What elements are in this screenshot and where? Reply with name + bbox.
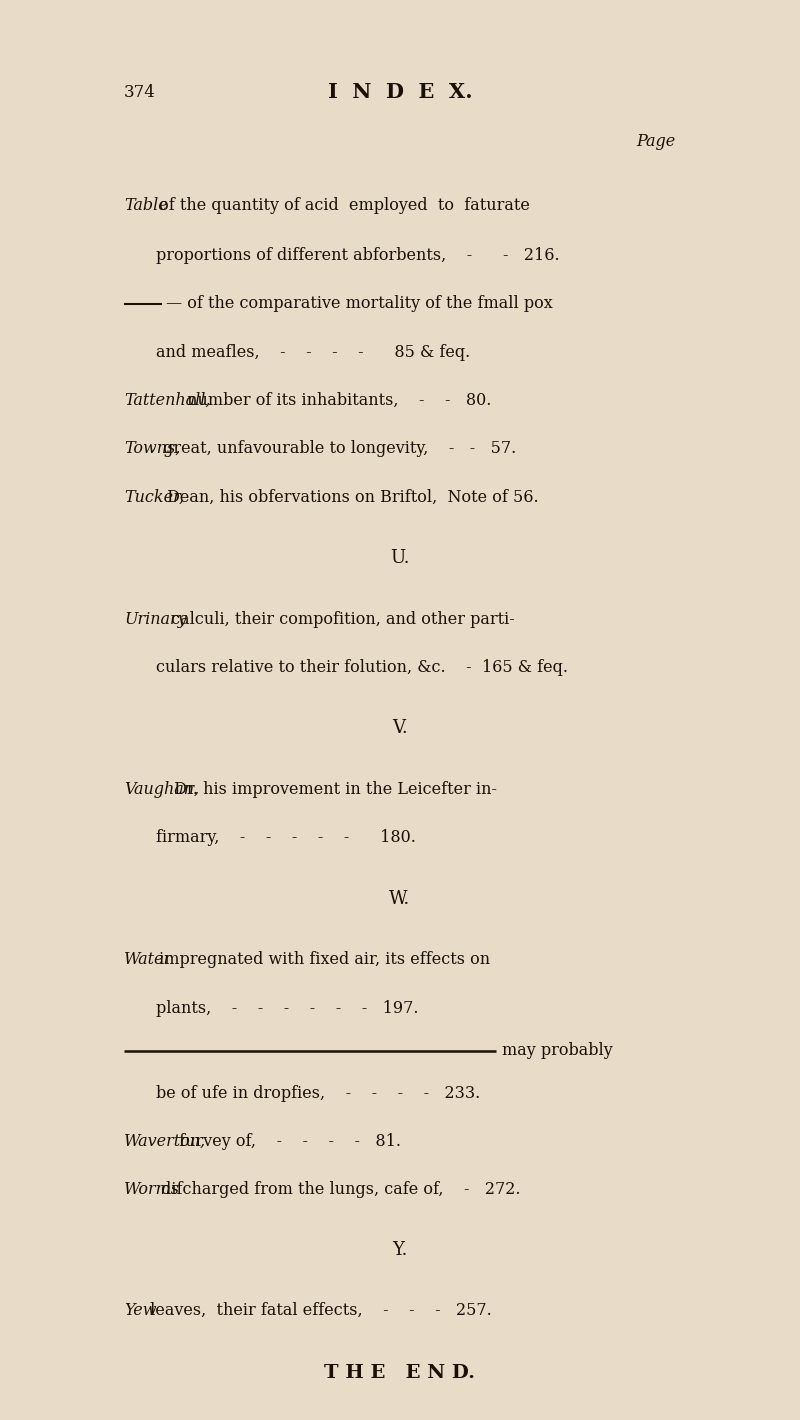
- Text: Water: Water: [124, 951, 172, 968]
- Text: number of its inhabitants,    -    -   80.: number of its inhabitants, - - 80.: [182, 392, 491, 409]
- Text: furvey of,    -    -    -    -   81.: furvey of, - - - - 81.: [174, 1133, 402, 1150]
- Text: Tucker,: Tucker,: [124, 488, 184, 506]
- Text: proportions of different abforbents,    -      -   216.: proportions of different abforbents, - -…: [156, 247, 560, 264]
- Text: Table: Table: [124, 197, 168, 214]
- Text: firmary,    -    -    -    -    -      180.: firmary, - - - - - 180.: [156, 829, 416, 846]
- Text: Worms: Worms: [124, 1181, 180, 1198]
- Text: impregnated with fixed air, its effects on: impregnated with fixed air, its effects …: [154, 951, 490, 968]
- Text: Yew: Yew: [124, 1302, 157, 1319]
- Text: T H E   E N D.: T H E E N D.: [325, 1365, 475, 1382]
- Text: of the quantity of acid  employed  to  faturate: of the quantity of acid employed to fatu…: [154, 197, 530, 214]
- Text: V.: V.: [392, 720, 408, 737]
- Text: be of ufe in dropfies,    -    -    -    -   233.: be of ufe in dropfies, - - - - 233.: [156, 1085, 480, 1102]
- Text: Dean, his obfervations on Briftol,  Note of 56.: Dean, his obfervations on Briftol, Note …: [162, 488, 538, 506]
- Text: Dr. his improvement in the Leicefter in-: Dr. his improvement in the Leicefter in-: [169, 781, 497, 798]
- Text: leaves,  their fatal effects,    -    -    -   257.: leaves, their fatal effects, - - - 257.: [145, 1302, 491, 1319]
- Text: W.: W.: [390, 890, 410, 907]
- Text: plants,    -    -    -    -    -    -   197.: plants, - - - - - - 197.: [156, 1000, 418, 1017]
- Text: may probably: may probably: [502, 1042, 613, 1059]
- Text: I  N  D  E  X.: I N D E X.: [328, 82, 472, 102]
- Text: difcharged from the lungs, cafe of,    -   272.: difcharged from the lungs, cafe of, - 27…: [156, 1181, 521, 1198]
- Text: 374: 374: [124, 84, 156, 101]
- Text: Tattenhall,: Tattenhall,: [124, 392, 210, 409]
- Text: Towns,: Towns,: [124, 440, 180, 457]
- Text: calculi, their compofition, and other parti-: calculi, their compofition, and other pa…: [166, 611, 515, 628]
- Text: great, unfavourable to longevity,    -   -   57.: great, unfavourable to longevity, - - 57…: [158, 440, 517, 457]
- Text: Urinary: Urinary: [124, 611, 186, 628]
- Text: culars relative to their folution, &c.    -  165 & feq.: culars relative to their folution, &c. -…: [156, 659, 568, 676]
- Text: Vaughan,: Vaughan,: [124, 781, 199, 798]
- Text: Page: Page: [637, 133, 676, 151]
- Text: — of the comparative mortality of the fmall pox: — of the comparative mortality of the fm…: [166, 295, 553, 312]
- Text: Y.: Y.: [392, 1241, 408, 1258]
- Text: U.: U.: [390, 550, 410, 567]
- Text: Waverton,: Waverton,: [124, 1133, 206, 1150]
- Text: and meafles,    -    -    -    -      85 & feq.: and meafles, - - - - 85 & feq.: [156, 344, 470, 361]
